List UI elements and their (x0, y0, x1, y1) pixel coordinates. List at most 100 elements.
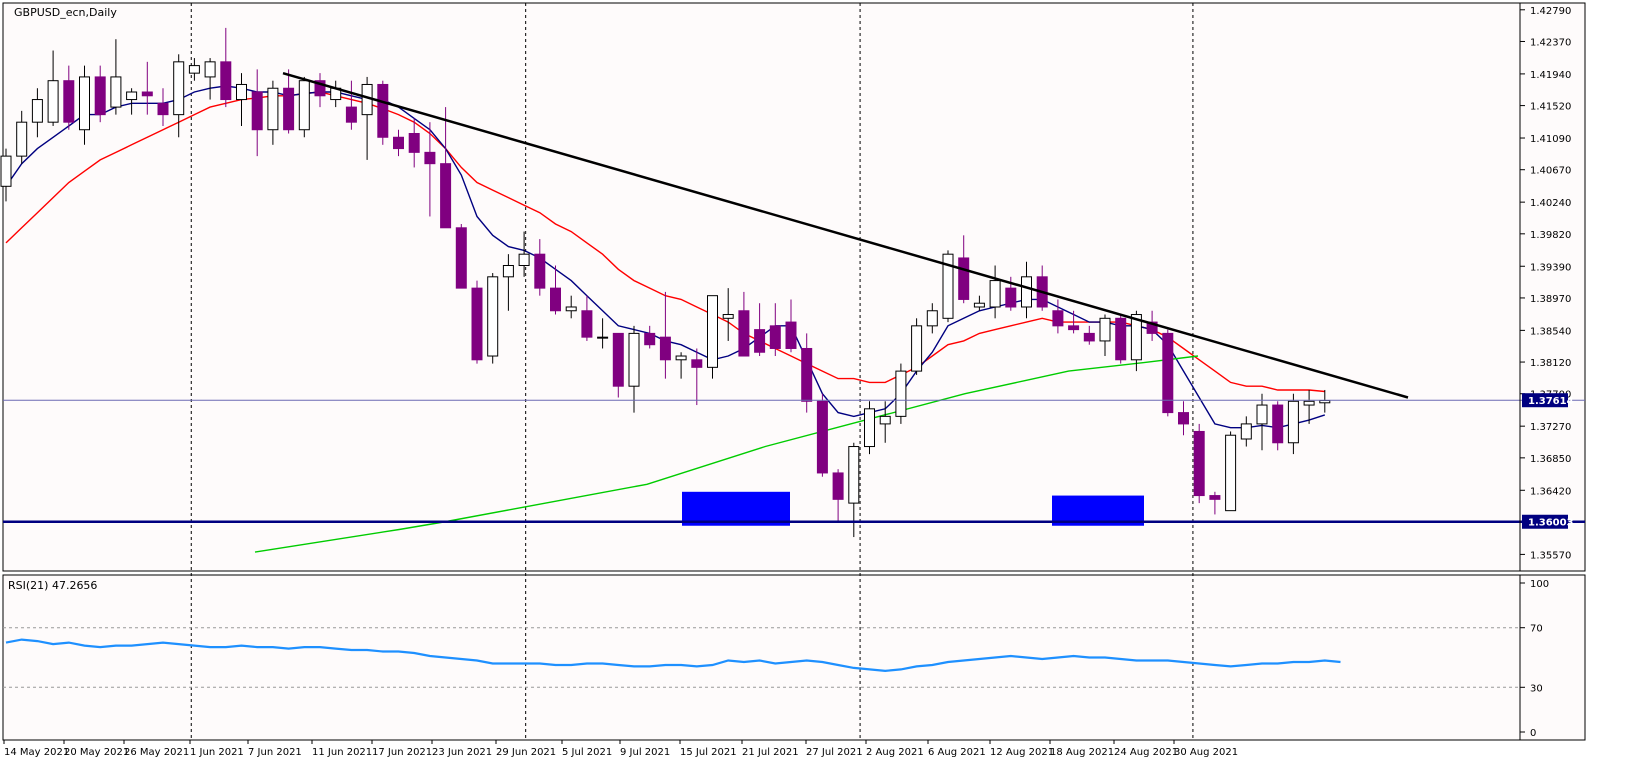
candle-bull (942, 253, 954, 319)
candle-bull (989, 280, 1001, 308)
candle-bear (581, 310, 593, 338)
price-tick-label: 1.40670 (1530, 166, 1571, 177)
candle-bull (236, 83, 247, 101)
time-tick-label: 7 Jun 2021 (248, 747, 302, 758)
price-tick-label: 1.42790 (1530, 6, 1571, 17)
price-tick-label: 1.40240 (1530, 198, 1571, 209)
candle-bull (926, 310, 938, 327)
candle-bull (1130, 314, 1142, 361)
candle-bear (1146, 321, 1158, 334)
price-tick-label: 1.36420 (1530, 486, 1571, 497)
candle-bear (1083, 332, 1095, 342)
time-tick-label: 12 Aug 2021 (990, 747, 1054, 758)
rsi-line (5, 638, 1341, 673)
candle-bear (314, 80, 326, 97)
price-tick-label: 1.36850 (1530, 454, 1571, 465)
candle-bull (895, 370, 907, 417)
candle-bear (63, 80, 75, 123)
candle-bear (644, 332, 656, 346)
candle-bear (1193, 430, 1205, 497)
candle-bear (377, 83, 389, 138)
candle-bull (173, 61, 185, 116)
candle-bear (408, 132, 420, 153)
candle-bull (0, 155, 12, 187)
support-price-label: 1.36003 (1528, 518, 1574, 529)
candle-bear (659, 336, 671, 361)
candle-bull (110, 76, 122, 108)
time-tick-label: 23 Jun 2021 (432, 747, 492, 758)
candle-bull (502, 265, 514, 278)
candle-bull (79, 76, 90, 131)
drawn-lines (3, 71, 1585, 523)
price-tick-label: 1.35570 (1530, 550, 1571, 561)
candle-bull (1021, 276, 1032, 308)
rsi-indicator (3, 627, 1520, 688)
candle-bear (958, 257, 970, 300)
candle-bear (455, 227, 467, 289)
candle-bull (47, 80, 59, 123)
candle-bear (283, 87, 295, 131)
candle-bear (801, 347, 813, 402)
candle-bear (612, 332, 624, 387)
candle-bull (1256, 404, 1268, 425)
candle-bull (707, 295, 718, 368)
candle-bear (1162, 332, 1174, 414)
sma-green (254, 355, 1199, 553)
candle-bull (1099, 317, 1111, 342)
candle-bear (785, 321, 797, 349)
candle-bear (345, 106, 357, 123)
candle-bear (440, 163, 452, 229)
support-price-badge (1522, 514, 1568, 529)
support-zone (682, 491, 790, 526)
candle-bear (832, 472, 844, 500)
candle-bull (675, 355, 687, 361)
candle-bear (94, 76, 106, 116)
time-tick-label: 11 Jun 2021 (312, 747, 372, 758)
price-axis: 1.42790 1.42370 1.41940 1.41520 1.41090 1.406… (1519, 3, 1574, 571)
candle-bull (204, 61, 216, 78)
candle-bull (911, 325, 923, 372)
rsi-tick-label: 100 (1530, 579, 1549, 590)
candle-bear (1005, 287, 1017, 308)
time-tick-label: 18 Aug 2021 (1050, 747, 1114, 758)
time-tick-label: 2 Aug 2021 (866, 747, 924, 758)
candle-bull (126, 91, 138, 101)
price-tick-label: 1.38120 (1530, 358, 1571, 369)
vertical-gridlines (190, 3, 1194, 740)
chart-title: GBPUSD_ecn,Daily (14, 6, 117, 19)
time-tick-label: 17 Jun 2021 (372, 747, 432, 758)
price-tick-label: 1.41940 (1530, 70, 1571, 81)
candle-bull (188, 65, 200, 74)
time-tick-label: 26 May 2021 (124, 747, 189, 758)
candle-bear (816, 400, 828, 474)
candle-bull (487, 276, 499, 357)
time-tick-label: 5 Jul 2021 (562, 747, 612, 758)
candle-bull (16, 121, 28, 157)
candle-bull (597, 336, 609, 339)
candle-bear (251, 91, 263, 131)
candle-bear (550, 287, 561, 312)
candle-bear (424, 151, 436, 165)
candle-bull (565, 306, 577, 312)
candle-bull (1319, 400, 1331, 404)
candle-bull (267, 87, 279, 131)
rsi-tick-label: 70 (1530, 624, 1543, 635)
candle-bear (738, 310, 750, 357)
candle-bear (141, 91, 153, 97)
rsi-tick-label: 0 (1530, 728, 1536, 739)
current-price-badge (1522, 393, 1568, 408)
candle-bull (879, 415, 891, 425)
rsi-pane (2, 574, 1586, 741)
price-tick-label: 1.37270 (1530, 422, 1571, 433)
price-tick-label: 1.42370 (1530, 37, 1571, 48)
time-tick-label: 30 Aug 2021 (1174, 747, 1238, 758)
candle-bull (1240, 423, 1252, 440)
candle-bull (298, 80, 310, 131)
candle-bear (1068, 325, 1080, 331)
candle-bull (1287, 400, 1299, 444)
candle-bull (628, 332, 640, 387)
candle-bull (31, 99, 43, 123)
price-tick-label: 1.38540 (1530, 326, 1571, 337)
